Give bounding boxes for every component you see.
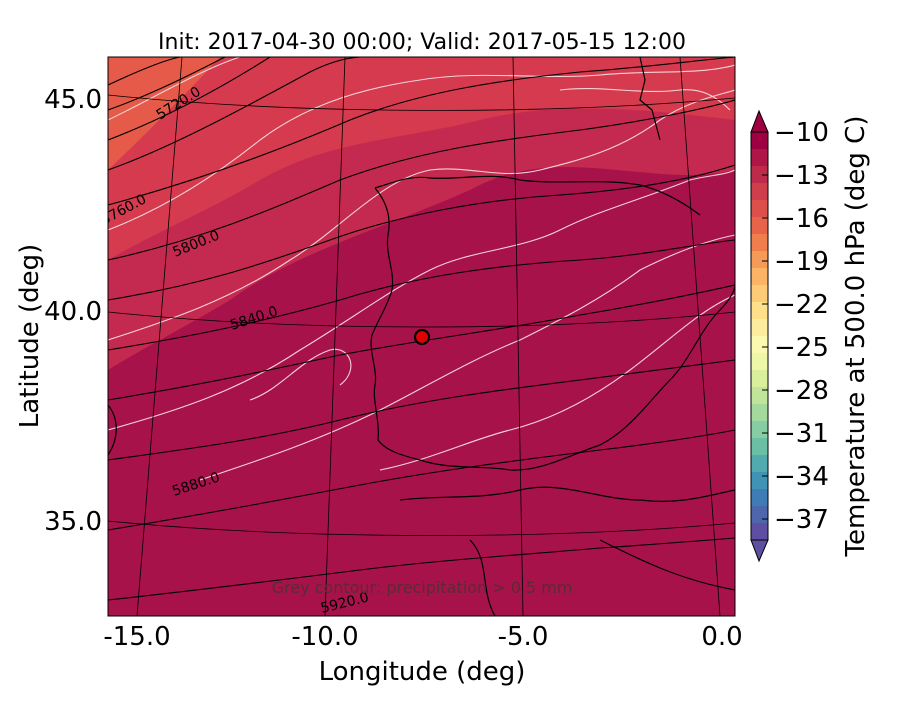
colorbar-tick-label: −22: [774, 290, 829, 320]
plot-title: Init: 2017-04-30 00:00; Valid: 2017-05-1…: [158, 30, 686, 55]
graticule: [108, 57, 735, 616]
y-tick-label: 45.0: [44, 85, 102, 115]
y-axis-label: Latitude (deg): [15, 244, 45, 429]
x-tick-label: -10.0: [291, 622, 358, 652]
colorbar-segments: [751, 132, 768, 541]
colorbar-segment: [751, 251, 768, 269]
colorbar-extend-top: [750, 109, 769, 133]
y-axis: 45.0 40.0 35.0 Latitude (deg): [15, 85, 102, 537]
coastline: [108, 57, 735, 616]
colorbar-segment: [751, 336, 768, 354]
x-axis: -15.0 -10.0 -5.0 0.0 Longitude (deg): [103, 622, 742, 687]
map-frame: [107, 56, 736, 617]
x-tick-label: -15.0: [103, 622, 170, 652]
precip-note: Grey contour: precipitation > 0.5 mm: [272, 578, 573, 597]
colorbar-segment: [751, 217, 768, 235]
precip-contours: [108, 57, 735, 481]
y-tick-label: 35.0: [44, 507, 102, 537]
x-tick-label: -5.0: [498, 622, 549, 652]
map-panel: 5720.0 5760.0 5800.0 5840.0 5880.0 5920.…: [108, 57, 735, 616]
colorbar-segment: [751, 387, 768, 405]
colorbar-segment: [751, 404, 768, 422]
colorbar-tick-label: −13: [774, 161, 829, 191]
colorbar-segment: [751, 200, 768, 218]
colorbar-tick-label: −34: [774, 462, 829, 492]
colorbar-ticks: −10 −13 −16 −19 −22 −25 −28 −31 −34 −37: [762, 118, 829, 535]
colorbar-tick-label: −25: [774, 333, 829, 363]
colorbar-segment: [751, 268, 768, 286]
colorbar-tick-label: −28: [774, 376, 829, 406]
colorbar-segment: [751, 132, 768, 150]
colorbar-segment: [751, 353, 768, 371]
colorbar-segment: [751, 166, 768, 184]
colorbar-segment: [751, 506, 768, 524]
height-contours: [108, 57, 735, 601]
colorbar-segment: [751, 370, 768, 388]
x-tick-label: 0.0: [701, 622, 742, 652]
x-axis-label: Longitude (deg): [319, 657, 526, 687]
temperature-band-hot: [108, 57, 220, 170]
colorbar-segment: [751, 489, 768, 507]
colorbar: −10 −13 −16 −19 −22 −25 −28 −31 −34 −37 …: [750, 109, 871, 563]
colorbar-tick-label: −16: [774, 204, 829, 234]
colorbar-tick-label: −31: [774, 419, 829, 449]
colorbar-segment: [751, 149, 768, 167]
colorbar-segment: [751, 472, 768, 490]
colorbar-tick-label: −10: [774, 118, 829, 148]
colorbar-segment: [751, 234, 768, 252]
colorbar-segment: [751, 438, 768, 456]
colorbar-extend-bottom: [750, 539, 769, 563]
colorbar-tick-label: −19: [774, 247, 829, 277]
colorbar-label: Temperature at 500.0 hPa (deg C): [841, 116, 871, 558]
colorbar-segment: [751, 302, 768, 320]
colorbar-segment: [751, 319, 768, 337]
colorbar-segment: [751, 421, 768, 439]
colorbar-segment: [751, 455, 768, 473]
colorbar-tick-label: −37: [774, 505, 829, 535]
y-tick-label: 40.0: [44, 297, 102, 327]
station-marker: [413, 328, 431, 346]
colorbar-segment: [751, 523, 768, 541]
colorbar-segment: [751, 285, 768, 303]
colorbar-segment: [751, 183, 768, 201]
